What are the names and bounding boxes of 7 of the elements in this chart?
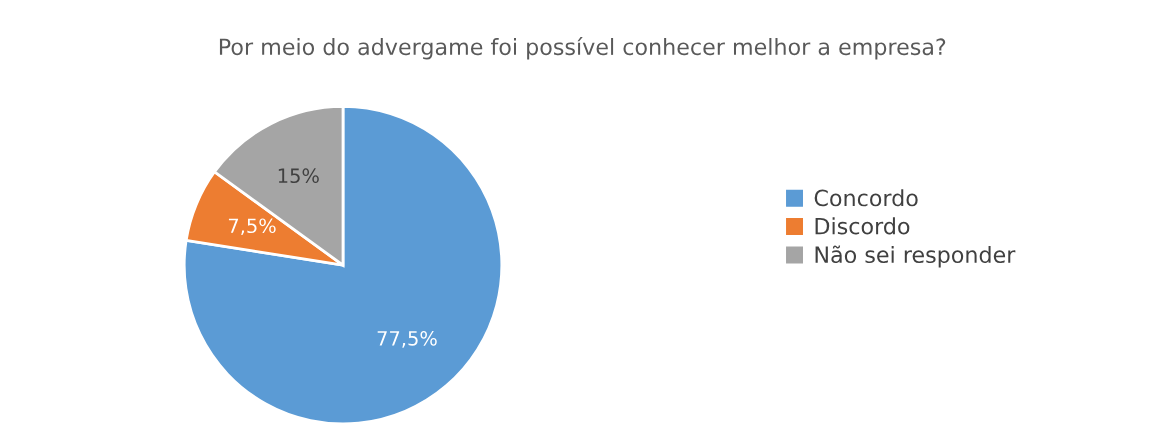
legend-label: Discordo: [815, 217, 910, 235]
data-label: 7,5%: [228, 218, 276, 236]
data-label: 15%: [278, 168, 319, 184]
chart-title: Por meio do advergame foi possível conhecer melhor a empresa?: [219, 37, 946, 60]
data-label: 77,5%: [377, 330, 437, 348]
legend-label: Não sei responder: [815, 245, 1016, 268]
legend-label: Concordo: [814, 189, 918, 207]
